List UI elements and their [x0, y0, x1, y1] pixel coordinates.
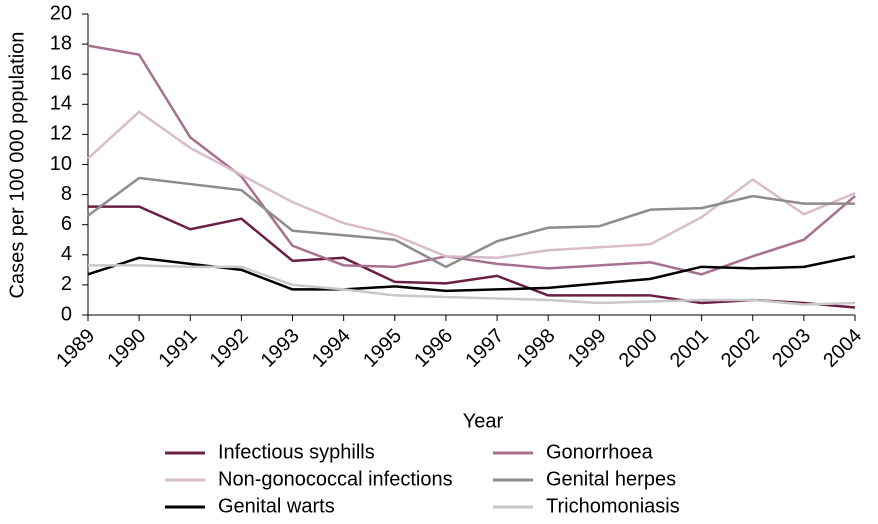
y-tick-label: 6	[61, 213, 72, 235]
y-tick-label: 12	[50, 123, 72, 145]
y-tick-label: 4	[61, 243, 72, 265]
x-tick-label: 2000	[615, 325, 662, 372]
x-tick-label: 1996	[410, 325, 457, 372]
legend-label: Genital warts	[218, 495, 335, 517]
y-tick-label: 18	[50, 32, 72, 54]
x-tick-label: 1995	[359, 325, 406, 372]
x-tick-label: 1997	[461, 325, 508, 372]
legend-label: Infectious syphills	[218, 441, 375, 463]
series-line	[88, 205, 856, 309]
y-tick-label: 2	[61, 273, 72, 295]
x-tick-label: 1994	[308, 325, 355, 372]
x-tick-label: 1989	[52, 325, 99, 372]
x-tick-label: 2004	[819, 325, 866, 372]
x-tick-label: 2003	[768, 325, 815, 372]
y-tick-label: 10	[50, 153, 72, 175]
x-tick-label: 2002	[717, 325, 764, 372]
legend-label: Trichomoniasis	[546, 495, 680, 517]
legend-label: Non-gonococcal infections	[218, 468, 453, 490]
y-tick-label: 16	[50, 62, 72, 84]
x-tick-label: 1993	[257, 325, 304, 372]
y-tick-label: 0	[61, 303, 72, 325]
series-line	[87, 44, 856, 276]
y-tick-label: 20	[50, 2, 72, 24]
series-line	[87, 176, 855, 269]
x-tick-label: 1998	[512, 325, 559, 372]
x-tick-label: 1990	[103, 325, 150, 372]
x-tick-label: 1991	[155, 325, 202, 372]
x-tick-label: 1999	[564, 325, 611, 372]
x-tick-label: 2001	[666, 325, 713, 372]
x-axis-label: Year	[463, 410, 504, 432]
series-line	[88, 264, 856, 306]
series-line	[87, 110, 856, 260]
y-tick-label: 8	[61, 183, 72, 205]
x-tick-label: 1992	[206, 325, 253, 372]
y-axis-label: Cases per 100 000 population	[6, 32, 28, 299]
legend-label: Gonorrhoea	[546, 441, 654, 463]
y-tick-label: 14	[50, 93, 72, 115]
legend-label: Genital herpes	[546, 468, 676, 490]
